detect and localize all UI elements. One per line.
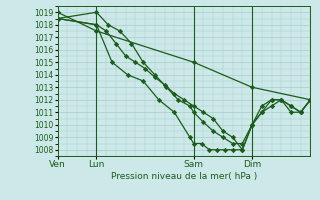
X-axis label: Pression niveau de la mer( hPa ): Pression niveau de la mer( hPa ) <box>111 172 257 181</box>
